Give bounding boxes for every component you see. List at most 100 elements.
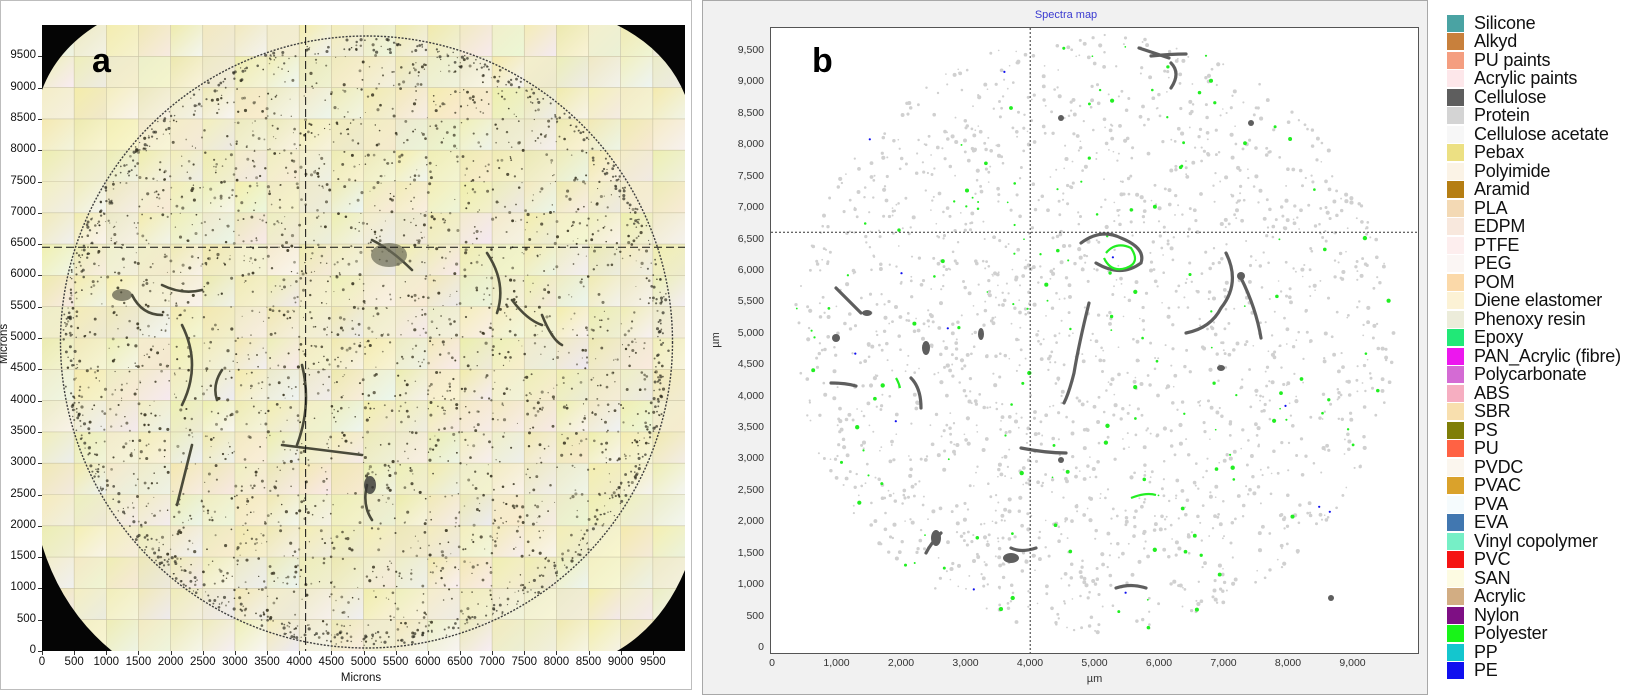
debris-speck [188, 539, 191, 543]
debris-speck [513, 175, 517, 178]
debris-speck [426, 163, 428, 166]
debris-speck [156, 351, 160, 355]
debris-speck [523, 352, 526, 356]
debris-speck [510, 146, 513, 148]
debris-speck [187, 519, 189, 521]
debris-speck [268, 148, 271, 151]
debris-speck [475, 229, 479, 233]
particle [1047, 368, 1050, 372]
debris-speck [636, 218, 639, 221]
debris-speck [585, 438, 588, 441]
debris-speck [659, 291, 661, 294]
mosaic-tile [620, 400, 654, 433]
debris-speck [414, 344, 418, 347]
particle [922, 170, 926, 174]
debris-speck [135, 252, 137, 254]
mosaic-tile [170, 431, 204, 464]
debris-speck [587, 138, 590, 140]
debris-speck [574, 176, 577, 180]
particle [943, 449, 947, 453]
a-x-tick-label: 4500 [318, 656, 345, 668]
debris-speck [404, 401, 407, 404]
mosaic-tile [588, 588, 622, 621]
debris-speck [101, 487, 105, 491]
particle [880, 446, 883, 448]
debris-speck [279, 183, 282, 186]
debris-speck [148, 430, 151, 434]
particle [1113, 248, 1116, 252]
debris-speck [190, 97, 192, 99]
particle [883, 315, 888, 320]
debris-speck [364, 346, 366, 348]
mosaic-tile [363, 306, 397, 339]
a-x-tick-mark [459, 651, 461, 655]
particle [895, 433, 898, 436]
debris-speck [421, 633, 424, 637]
particle [978, 393, 982, 396]
a-x-tick-label: 5500 [382, 656, 409, 668]
debris-speck [510, 159, 513, 161]
debris-speck [160, 369, 163, 373]
a-x-tick-mark [74, 651, 76, 655]
debris-speck [354, 415, 357, 418]
particle [1320, 160, 1323, 163]
particle [927, 134, 931, 138]
mosaic-tile [138, 431, 172, 464]
particle [916, 547, 920, 551]
debris-speck [246, 513, 249, 516]
particle [949, 578, 952, 581]
debris-speck [247, 435, 251, 439]
debris-speck [456, 618, 459, 621]
particle [1015, 50, 1017, 53]
particle [922, 495, 925, 498]
debris-speck [434, 280, 436, 282]
debris-speck [233, 450, 235, 453]
debris-speck [237, 368, 240, 371]
debris-speck [333, 636, 337, 639]
particle [962, 388, 967, 393]
debris-speck [390, 198, 394, 202]
debris-speck [291, 388, 293, 390]
debris-speck [292, 554, 294, 557]
particle [1172, 385, 1175, 388]
debris-speck [487, 68, 490, 71]
debris-speck [145, 505, 148, 508]
particle [919, 528, 923, 532]
debris-speck [441, 406, 444, 409]
debris-speck [434, 582, 437, 585]
debris-speck [221, 165, 224, 167]
debris-speck [443, 412, 446, 416]
debris-speck [521, 181, 523, 184]
particle [1257, 201, 1260, 204]
debris-speck [554, 180, 557, 183]
debris-speck [453, 61, 457, 64]
debris-speck [380, 45, 382, 48]
debris-speck [393, 616, 395, 619]
debris-speck [409, 176, 412, 178]
debris-speck [489, 326, 493, 330]
debris-speck [81, 235, 84, 238]
particle [833, 345, 836, 349]
debris-speck [255, 239, 258, 242]
debris-speck [579, 439, 583, 443]
particle [932, 195, 935, 198]
debris-speck [473, 390, 476, 393]
debris-speck [333, 585, 336, 588]
debris-speck [365, 575, 369, 578]
mosaic-tile [459, 588, 493, 621]
mosaic-tile [234, 306, 268, 339]
a-x-tick-label: 9500 [640, 656, 666, 668]
debris-speck [626, 201, 629, 205]
debris-speck [366, 339, 370, 343]
debris-speck [530, 393, 532, 396]
debris-speck [275, 480, 278, 483]
particle [1371, 336, 1375, 340]
debris-speck [149, 404, 151, 406]
particle [968, 484, 972, 488]
debris-speck [521, 251, 523, 254]
particle [884, 198, 889, 203]
debris-speck [319, 529, 323, 533]
debris-speck [374, 473, 377, 476]
debris-speck [489, 566, 492, 569]
debris-speck [258, 266, 261, 269]
